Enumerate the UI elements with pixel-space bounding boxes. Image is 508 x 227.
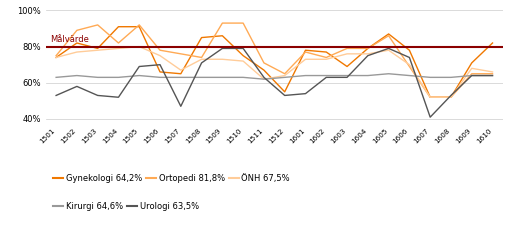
- Legend: Kirurgi 64,6%, Urologi 63,5%: Kirurgi 64,6%, Urologi 63,5%: [50, 199, 202, 214]
- Text: Målvärde: Målvärde: [50, 35, 89, 44]
